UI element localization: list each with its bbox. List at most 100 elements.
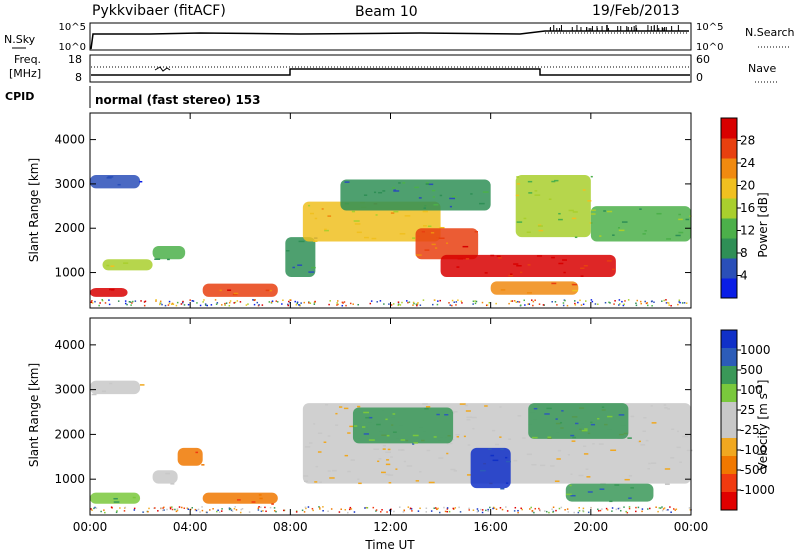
noise-speckle [542, 304, 545, 306]
echo-speckle [505, 456, 508, 459]
noise-speckle [159, 303, 161, 306]
echo-speckle [378, 191, 383, 194]
noise-speckle [513, 510, 516, 512]
noise-speckle [646, 304, 649, 307]
noise-speckle [530, 506, 532, 509]
noise-speckle [312, 509, 314, 512]
noise-speckle [622, 304, 625, 307]
echo-speckle [397, 449, 404, 451]
noise-speckle [475, 300, 478, 303]
echo-speckle [433, 203, 439, 206]
echo-speckle [421, 230, 425, 233]
noise-speckle [567, 511, 570, 513]
echo-speckle [642, 233, 646, 235]
echo-speckle [533, 407, 538, 410]
echo-speckle [170, 483, 175, 485]
noise-speckle [166, 508, 168, 511]
noise-speckle [210, 304, 213, 306]
noise-speckle [228, 304, 231, 307]
noise-speckle [460, 300, 463, 303]
echo-speckle [371, 237, 377, 240]
noise-speckle [435, 507, 437, 509]
noise-speckle [393, 510, 395, 513]
echo-speckle [452, 195, 457, 198]
noise-speckle [665, 509, 668, 511]
noise-speckle [144, 300, 147, 303]
echo-speckle [422, 225, 427, 227]
echo-speckle [402, 182, 406, 184]
noise-speckle [409, 507, 412, 510]
noise-speckle [562, 304, 565, 307]
noise-speckle [472, 509, 475, 511]
echo-speckle [666, 238, 672, 240]
noise-speckle [425, 511, 428, 513]
noise-speckle [646, 302, 649, 304]
noise-speckle [281, 303, 283, 305]
y-tick-label: 3000 [54, 383, 85, 397]
noise-speckle [517, 300, 519, 303]
echo-speckle [510, 273, 513, 275]
noise-speckle [287, 304, 290, 307]
noise-speckle [667, 509, 669, 511]
noise-speckle [665, 299, 667, 301]
noise-speckle [352, 303, 354, 305]
noise-speckle [443, 506, 445, 509]
noise-speckle [560, 506, 563, 509]
noise-speckle [554, 301, 557, 303]
echo-speckle [520, 271, 523, 274]
noise-speckle [155, 299, 157, 301]
echo-speckle [464, 404, 468, 407]
noise-speckle [345, 304, 347, 307]
noise-speckle [275, 510, 277, 513]
nsearch-label: N.Search [745, 26, 795, 39]
echo-speckle [304, 446, 311, 448]
echo-speckle [578, 474, 584, 477]
noise-speckle [566, 508, 569, 510]
echo-speckle [106, 264, 110, 267]
noise-speckle [430, 510, 433, 512]
noise-speckle [650, 300, 653, 303]
noise-speckle [438, 511, 441, 514]
echo-speckle [572, 283, 578, 286]
echo-speckle [450, 468, 456, 471]
noise-speckle [91, 302, 94, 304]
noise-speckle [437, 300, 439, 302]
echo-speckle [329, 477, 335, 479]
noise-speckle [234, 506, 236, 508]
echo-speckle [599, 488, 605, 490]
echo-speckle [344, 454, 349, 457]
echo-speckle [482, 191, 489, 193]
echo-patch [528, 403, 629, 439]
echo-speckle [583, 445, 587, 448]
colorbar-swatch [721, 474, 737, 493]
x-tick-label: 04:00 [173, 520, 208, 534]
noise-speckle [582, 507, 585, 510]
echo-speckle [569, 484, 572, 487]
noise-speckle [341, 304, 344, 307]
noise-speckle [132, 300, 134, 303]
noise-speckle [458, 506, 460, 509]
noise-speckle [133, 509, 136, 511]
noise-speckle [159, 300, 162, 303]
echo-speckle [583, 265, 588, 267]
echo-speckle [444, 413, 449, 416]
freq-glitch [154, 66, 171, 72]
echo-speckle [645, 439, 649, 442]
noise-speckle [349, 302, 352, 305]
echo-patch [177, 447, 203, 466]
echo-speckle [467, 444, 471, 446]
noise-speckle [187, 508, 190, 510]
echo-speckle [432, 196, 435, 198]
noise-speckle [224, 302, 226, 305]
echo-speckle [562, 259, 567, 261]
echo-speckle [570, 494, 576, 497]
noise-speckle [574, 304, 577, 306]
noise-speckle [313, 301, 316, 304]
noise-speckle [453, 301, 455, 303]
noise-speckle [300, 302, 302, 304]
noise-speckle [527, 303, 529, 305]
noise-speckle [422, 299, 425, 301]
noise-speckle [468, 507, 470, 510]
echo-speckle [313, 240, 318, 242]
